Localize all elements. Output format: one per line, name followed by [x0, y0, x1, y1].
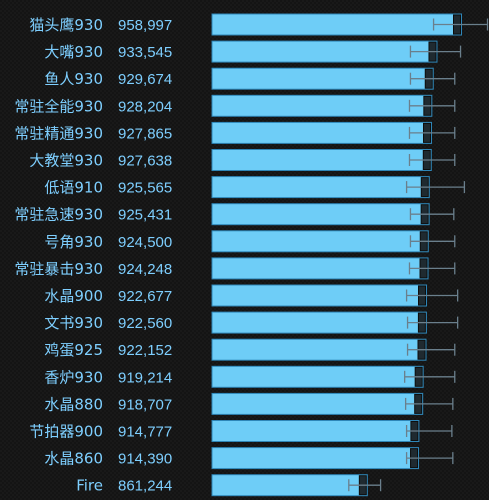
- category-label: 大嘴930: [44, 43, 103, 61]
- category-label: 低语910: [44, 179, 103, 197]
- bar: [211, 420, 420, 442]
- category-label: Fire: [76, 477, 103, 495]
- chart-row: 鸡蛋925 922,152: [44, 338, 456, 361]
- bar: [211, 94, 433, 117]
- chart-row: 水晶880 918,707: [44, 392, 454, 415]
- chart-row: 常驻暴击930 924,248: [14, 257, 456, 280]
- chart-row: 文书930 922,560: [44, 311, 459, 334]
- bar: [211, 338, 427, 361]
- bar: [211, 284, 428, 307]
- value-label: 918,707: [118, 396, 172, 413]
- bar: [211, 365, 424, 388]
- bar: [211, 230, 429, 253]
- chart-row: 常驻精通930 927,865: [14, 121, 456, 144]
- value-label: 958,997: [118, 17, 172, 34]
- bar: [211, 257, 429, 280]
- category-label: 猫头鹰930: [29, 16, 103, 34]
- chart-row: 鱼人930 929,674: [44, 67, 456, 90]
- value-label: 922,152: [118, 342, 172, 359]
- value-label: 924,500: [118, 234, 172, 251]
- category-label: 鸡蛋925: [44, 341, 103, 359]
- bar: [211, 13, 463, 36]
- bar: [211, 176, 430, 199]
- category-label: 常驻暴击930: [14, 260, 103, 278]
- category-label: 大教堂930: [29, 152, 103, 170]
- bar: [211, 149, 432, 171]
- bar: [211, 474, 368, 497]
- category-label: 文书930: [44, 314, 103, 332]
- value-label: 924,248: [118, 261, 172, 278]
- value-label: 861,244: [118, 478, 172, 495]
- bar: [211, 203, 430, 226]
- value-label: 925,565: [118, 180, 172, 197]
- value-label: 919,214: [118, 369, 172, 386]
- bar: [211, 392, 424, 415]
- bar: [211, 311, 427, 334]
- category-label: 常驻急速930: [14, 206, 103, 224]
- category-label: 常驻精通930: [14, 124, 103, 142]
- value-label: 929,674: [118, 71, 172, 88]
- value-label: 914,777: [118, 424, 172, 441]
- chart-row: 大教堂930 927,638: [29, 149, 456, 171]
- value-label: 914,390: [118, 451, 172, 468]
- category-label: 节拍器900: [29, 423, 103, 441]
- category-label: 香炉930: [44, 368, 103, 386]
- chart-row: 大嘴930 933,545: [44, 40, 462, 63]
- chart-row: Fire 861,244: [76, 474, 382, 497]
- category-label: 水晶900: [44, 287, 103, 305]
- chart-row: 香炉930 919,214: [44, 365, 456, 388]
- category-label: 水晶880: [44, 395, 103, 413]
- chart-row: 常驻急速930 925,431: [14, 203, 455, 226]
- chart-row: 节拍器900 914,777: [29, 420, 453, 442]
- value-label: 933,545: [118, 44, 172, 61]
- bar: [211, 447, 420, 470]
- chart-row: 常驻全能930 928,204: [14, 94, 456, 117]
- value-label: 927,638: [118, 153, 172, 170]
- chart-row: 水晶900 922,677: [44, 284, 459, 307]
- value-label: 927,865: [118, 125, 172, 142]
- chart-row: 猫头鹰930 958,997: [29, 13, 489, 36]
- category-label: 鱼人930: [44, 70, 103, 88]
- value-label: 928,204: [118, 98, 172, 115]
- bar: [211, 121, 433, 144]
- category-label: 号角930: [44, 233, 103, 251]
- value-label: 925,431: [118, 207, 172, 224]
- chart-row: 低语910 925,565: [44, 176, 466, 199]
- bar: [211, 40, 438, 63]
- bar: [211, 67, 434, 90]
- chart-row: 号角930 924,500: [44, 230, 456, 253]
- category-label: 水晶860: [44, 450, 103, 468]
- category-label: 常驻全能930: [14, 97, 103, 115]
- chart-row: 水晶860 914,390: [44, 447, 454, 470]
- value-label: 922,560: [118, 315, 172, 332]
- value-label: 922,677: [118, 288, 172, 305]
